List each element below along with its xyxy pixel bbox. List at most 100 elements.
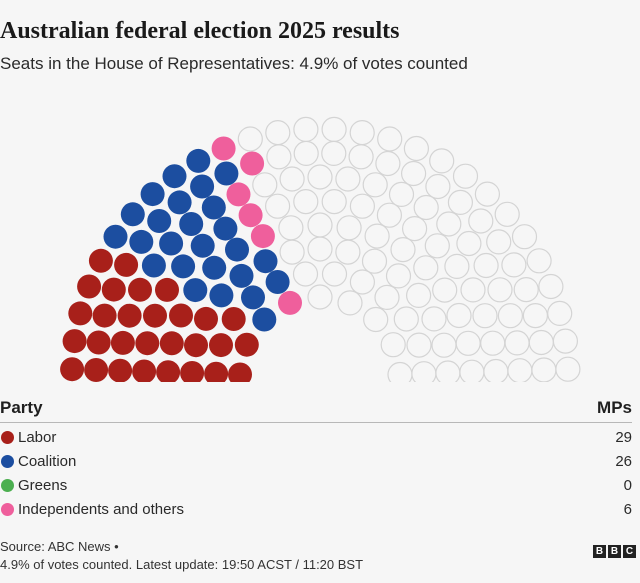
seat-labor bbox=[135, 331, 160, 356]
seat-undeclared bbox=[390, 237, 416, 263]
seat-independents-and-others bbox=[226, 182, 251, 207]
seat-undeclared bbox=[393, 306, 419, 332]
seat-undeclared bbox=[424, 233, 450, 259]
seat-undeclared bbox=[292, 261, 319, 287]
seat-undeclared bbox=[452, 163, 479, 189]
seat-undeclared bbox=[266, 144, 292, 170]
seat-undeclared bbox=[321, 188, 347, 215]
seat-undeclared bbox=[279, 166, 305, 192]
seat-coalition bbox=[140, 182, 165, 207]
seat-undeclared bbox=[435, 360, 461, 382]
seat-undeclared bbox=[321, 116, 347, 143]
seat-undeclared bbox=[321, 140, 347, 167]
seat-undeclared bbox=[335, 239, 361, 265]
seat-coalition bbox=[120, 202, 145, 227]
seat-undeclared bbox=[401, 160, 427, 187]
seat-undeclared bbox=[279, 239, 305, 265]
seat-coalition bbox=[201, 195, 226, 220]
seat-undeclared bbox=[432, 277, 458, 303]
seat-undeclared bbox=[361, 248, 388, 274]
seat-undeclared bbox=[507, 358, 533, 382]
party-name: Independents and others bbox=[18, 501, 184, 518]
seat-coalition bbox=[214, 161, 239, 186]
seat-undeclared bbox=[494, 201, 520, 227]
seat-undeclared bbox=[348, 144, 374, 170]
chart-title: Australian federal election 2025 results bbox=[0, 18, 400, 44]
seat-undeclared bbox=[411, 361, 437, 382]
seat-labor bbox=[77, 274, 102, 299]
seat-undeclared bbox=[377, 126, 403, 152]
seat-undeclared bbox=[406, 282, 432, 308]
seat-undeclared bbox=[265, 193, 291, 219]
party-name: Greens bbox=[18, 477, 68, 494]
seat-labor bbox=[110, 330, 135, 355]
legend-dot-independents bbox=[1, 503, 14, 516]
seat-undeclared bbox=[483, 358, 509, 382]
seat-undeclared bbox=[252, 172, 278, 198]
seat-undeclared bbox=[335, 166, 361, 192]
seat-coalition bbox=[159, 231, 184, 256]
seat-undeclared bbox=[497, 303, 523, 329]
source-note: Source: ABC News • 4.9% of votes counted… bbox=[0, 538, 363, 574]
seat-coalition bbox=[225, 237, 249, 262]
bbc-logo-letter: B bbox=[593, 545, 606, 558]
seat-labor bbox=[62, 329, 87, 354]
seat-labor bbox=[88, 248, 113, 273]
seat-undeclared bbox=[431, 332, 457, 358]
seat-labor bbox=[117, 303, 142, 328]
seat-undeclared bbox=[413, 194, 439, 221]
seat-labor bbox=[101, 277, 126, 302]
seat-undeclared bbox=[456, 230, 482, 257]
seat-undeclared bbox=[472, 303, 498, 329]
seat-coalition bbox=[213, 216, 238, 241]
seat-coalition bbox=[190, 174, 215, 199]
party-name: Labor bbox=[18, 429, 57, 446]
seat-coalition bbox=[179, 212, 204, 236]
seat-independents-and-others bbox=[250, 224, 275, 249]
seat-labor bbox=[108, 358, 133, 382]
seat-undeclared bbox=[538, 273, 564, 300]
source-line: Source: ABC News • bbox=[0, 539, 119, 554]
seat-undeclared bbox=[460, 277, 486, 303]
seat-coalition bbox=[202, 255, 227, 280]
mps-column-header: MPs bbox=[597, 398, 632, 417]
seat-labor bbox=[68, 301, 93, 326]
seat-labor bbox=[228, 362, 252, 382]
seat-coalition bbox=[252, 307, 277, 332]
seat-undeclared bbox=[307, 212, 333, 238]
seat-labor bbox=[159, 331, 184, 356]
seat-undeclared bbox=[513, 277, 539, 303]
seat-undeclared bbox=[337, 290, 363, 316]
seat-undeclared bbox=[486, 229, 512, 255]
seat-coalition bbox=[209, 283, 234, 308]
bbc-logo-letter: C bbox=[623, 545, 636, 558]
seat-labor bbox=[60, 357, 85, 382]
seat-labor bbox=[155, 277, 179, 302]
seat-labor bbox=[86, 330, 111, 355]
results-table: Labor 29 Coalition 26 Greens 0 Independe… bbox=[0, 426, 632, 522]
seat-undeclared bbox=[375, 150, 401, 177]
seat-coalition bbox=[167, 190, 192, 215]
seat-undeclared bbox=[362, 172, 388, 198]
seat-labor bbox=[204, 361, 229, 382]
seat-undeclared bbox=[364, 223, 390, 249]
seat-undeclared bbox=[459, 359, 485, 382]
seat-undeclared bbox=[528, 329, 554, 356]
seat-undeclared bbox=[531, 357, 557, 382]
seat-undeclared bbox=[406, 332, 432, 358]
party-mps: 0 bbox=[623, 477, 632, 494]
seat-labor bbox=[209, 333, 233, 358]
seat-undeclared bbox=[387, 361, 413, 382]
seat-undeclared bbox=[501, 252, 527, 278]
bbc-logo: B B C bbox=[593, 545, 636, 558]
seat-undeclared bbox=[376, 202, 402, 228]
table-row-independents: Independents and others 6 bbox=[0, 498, 632, 522]
seat-independents-and-others bbox=[240, 151, 265, 176]
party-mps: 29 bbox=[615, 429, 632, 446]
seat-undeclared bbox=[436, 211, 462, 237]
seat-coalition bbox=[265, 270, 290, 294]
seat-undeclared bbox=[468, 208, 494, 234]
seat-undeclared bbox=[425, 173, 451, 200]
seat-coalition bbox=[186, 148, 211, 173]
seat-undeclared bbox=[380, 332, 406, 358]
